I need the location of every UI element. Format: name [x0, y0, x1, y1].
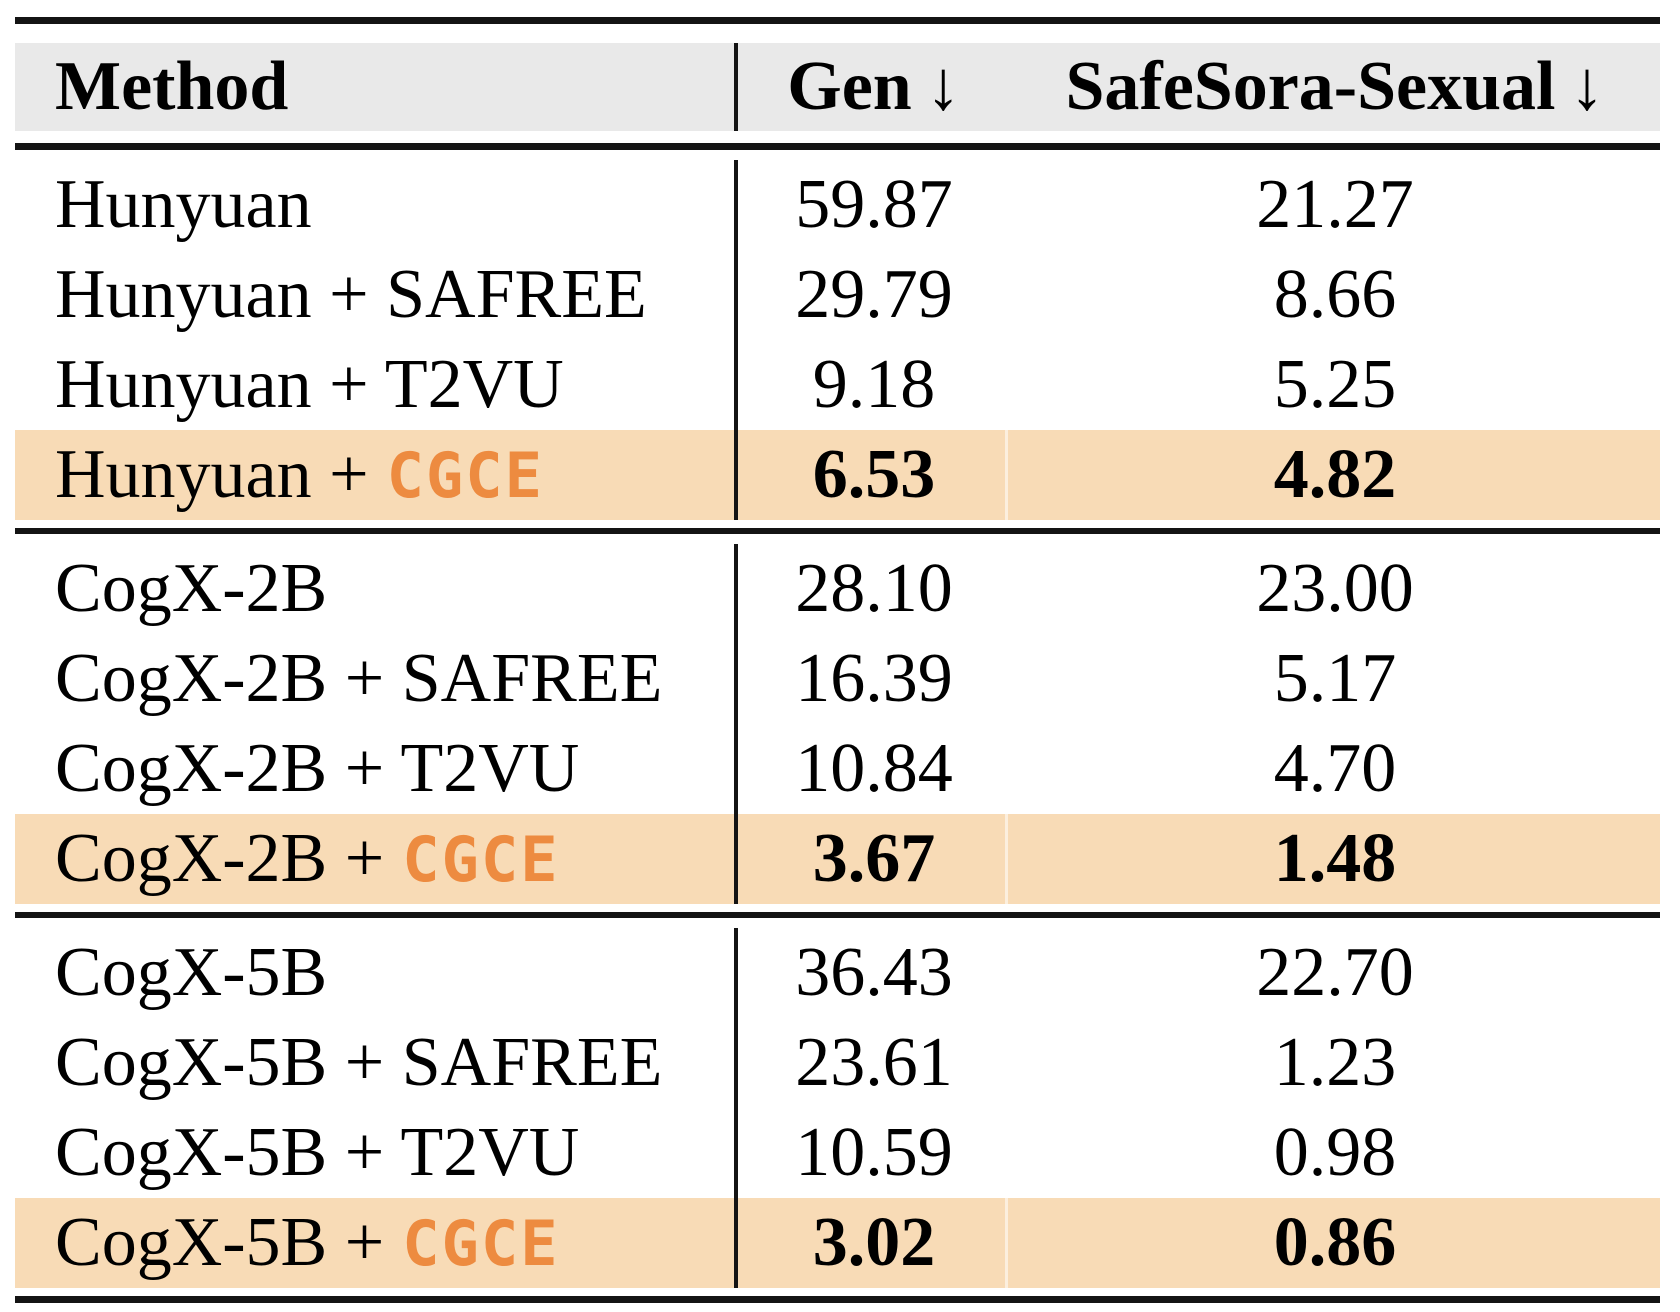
table-row-highlighted: Hunyuan + CGCE 6.53 4.82 — [15, 430, 1660, 520]
safesora-cell: 0.86 — [1273, 1204, 1397, 1281]
gen-cell: 28.10 — [795, 550, 953, 627]
method-cell: CogX-2B + T2VU — [15, 724, 738, 814]
method-label: CogX-2B + — [55, 820, 385, 897]
safesora-cell: 1.48 — [1273, 820, 1397, 897]
table-row: Hunyuan + T2VU 9.18 5.25 — [15, 340, 1660, 430]
table-row-highlighted: CogX-2B + CGCE 3.67 1.48 — [15, 814, 1660, 904]
safesora-cell: 0.98 — [1273, 1114, 1397, 1191]
method-label: CogX-5B + — [55, 1204, 385, 1281]
method-cell: CogX-2B + SAFREE — [15, 634, 738, 724]
header-gen-label: Gen — [787, 48, 912, 125]
gen-cell: 16.39 — [795, 640, 953, 717]
header-method-label: Method — [55, 48, 289, 125]
method-cell: CogX-5B + SAFREE — [15, 1018, 738, 1108]
safesora-cell: 22.70 — [1256, 934, 1414, 1011]
method-label: Hunyuan + SAFREE — [55, 256, 647, 333]
gen-cell: 29.79 — [795, 256, 953, 333]
gen-cell: 6.53 — [812, 436, 936, 513]
table-section-cogx-5b: CogX-5B 36.43 22.70 CogX-5B + SAFREE 23.… — [15, 918, 1660, 1296]
gen-cell: 3.02 — [812, 1204, 936, 1281]
table-row: CogX-2B 28.10 23.00 — [15, 544, 1660, 634]
safesora-cell: 8.66 — [1273, 256, 1397, 333]
safesora-cell: 23.00 — [1256, 550, 1414, 627]
table-row-highlighted: CogX-5B + CGCE 3.02 0.86 — [15, 1198, 1660, 1288]
safesora-cell: 21.27 — [1256, 166, 1414, 243]
method-cell: CogX-2B — [15, 544, 738, 634]
cgce-badge: CGCE — [402, 1207, 560, 1280]
method-label: Hunyuan + — [55, 436, 369, 513]
safesora-cell: 4.82 — [1273, 436, 1397, 513]
gen-cell: 36.43 — [795, 934, 953, 1011]
method-label: CogX-2B + T2VU — [55, 730, 580, 807]
method-cell: Hunyuan + T2VU — [15, 340, 738, 430]
top-rule — [15, 17, 1660, 24]
table-row: CogX-5B + SAFREE 23.61 1.23 — [15, 1018, 1660, 1108]
method-label: CogX-5B — [55, 934, 328, 1011]
bottom-rule — [15, 1296, 1660, 1303]
header-method: Method — [15, 43, 738, 131]
safesora-cell: 1.23 — [1273, 1024, 1397, 1101]
table-row: CogX-5B + T2VU 10.59 0.98 — [15, 1108, 1660, 1198]
cgce-badge: CGCE — [402, 823, 560, 896]
method-cell: CogX-5B + T2VU — [15, 1108, 738, 1198]
safesora-cell: 5.25 — [1273, 346, 1397, 423]
method-cell: Hunyuan — [15, 160, 738, 250]
table-header-row: Method Gen ↓ SafeSora-Sexual ↓ — [15, 43, 1660, 131]
table-section-cogx-2b: CogX-2B 28.10 23.00 CogX-2B + SAFREE 16.… — [15, 534, 1660, 912]
method-cell: CogX-5B + CGCE — [15, 1198, 738, 1288]
safesora-cell: 4.70 — [1273, 730, 1397, 807]
gen-cell: 23.61 — [795, 1024, 953, 1101]
method-label: CogX-5B + SAFREE — [55, 1024, 663, 1101]
method-label: CogX-2B + SAFREE — [55, 640, 663, 717]
method-label: Hunyuan — [55, 166, 312, 243]
header-gen: Gen ↓ — [738, 43, 1010, 131]
section-divider — [15, 528, 1660, 534]
method-label: CogX-5B + T2VU — [55, 1114, 580, 1191]
gen-cell: 10.84 — [795, 730, 953, 807]
gen-cell: 59.87 — [795, 166, 953, 243]
table-row: CogX-2B + T2VU 10.84 4.70 — [15, 724, 1660, 814]
method-label: CogX-2B — [55, 550, 328, 627]
header-safesora-label: SafeSora-Sexual — [1065, 48, 1556, 125]
down-arrow-icon: ↓ — [1569, 48, 1605, 125]
table-section-hunyuan: Hunyuan 59.87 21.27 Hunyuan + SAFREE 29.… — [15, 150, 1660, 528]
down-arrow-icon: ↓ — [925, 48, 961, 125]
cgce-badge: CGCE — [386, 439, 544, 512]
table-row: CogX-2B + SAFREE 16.39 5.17 — [15, 634, 1660, 724]
gen-cell: 9.18 — [812, 346, 936, 423]
results-table: Method Gen ↓ SafeSora-Sexual ↓ Hunyuan 59.… — [15, 0, 1660, 1312]
section-divider — [15, 912, 1660, 918]
table-row: Hunyuan + SAFREE 29.79 8.66 — [15, 250, 1660, 340]
method-cell: Hunyuan + CGCE — [15, 430, 738, 520]
method-cell: CogX-5B — [15, 928, 738, 1018]
table-row: CogX-5B 36.43 22.70 — [15, 928, 1660, 1018]
method-cell: Hunyuan + SAFREE — [15, 250, 738, 340]
header-safesora: SafeSora-Sexual ↓ — [1010, 43, 1660, 131]
gen-cell: 3.67 — [812, 820, 936, 897]
safesora-cell: 5.17 — [1273, 640, 1397, 717]
method-cell: CogX-2B + CGCE — [15, 814, 738, 904]
gen-cell: 10.59 — [795, 1114, 953, 1191]
header-rule — [15, 143, 1660, 150]
method-label: Hunyuan + T2VU — [55, 346, 564, 423]
table-row: Hunyuan 59.87 21.27 — [15, 160, 1660, 250]
